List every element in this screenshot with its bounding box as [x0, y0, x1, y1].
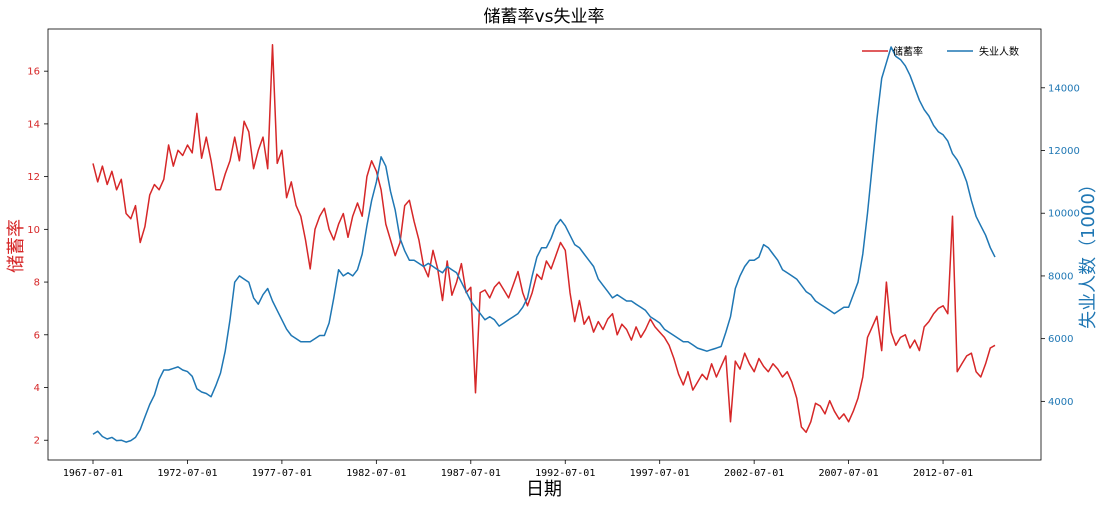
- x-tick-label: 1992-07-01: [535, 468, 595, 479]
- y-left-tick-label: 12: [27, 172, 40, 183]
- legend-label-unemployment: 失业人数: [979, 45, 1019, 58]
- y-left-tick-label: 4: [34, 383, 40, 394]
- series-line-unemployed: [92, 46, 996, 443]
- x-tick-label: 1972-07-01: [157, 468, 217, 479]
- x-tick-label: 1977-07-01: [252, 468, 312, 479]
- y-axis-left-title: 储蓄率: [6, 219, 27, 273]
- chart-title: 储蓄率vs失业率: [484, 7, 605, 27]
- y-right-tick-label: 6000: [1048, 334, 1073, 345]
- x-tick-label: 1967-07-01: [63, 468, 123, 479]
- x-tick-label: 2002-07-01: [724, 468, 784, 479]
- x-tick-label: 1982-07-01: [346, 468, 406, 479]
- x-axis: 1967-07-01 1972-07-01 1977-07-01 1982-07-01…: [63, 460, 973, 479]
- y-right-tick-label: 12000: [1048, 146, 1080, 157]
- y-left-tick-label: 10: [27, 225, 40, 236]
- y-left-tick-label: 8: [34, 278, 40, 289]
- legend: 储蓄率 失业人数: [862, 45, 1019, 58]
- y-left-tick-label: 6: [34, 330, 40, 341]
- x-axis-title: 日期: [526, 479, 562, 500]
- y-left-tick-label: 16: [27, 67, 40, 78]
- y-right-tick-label: 10000: [1048, 209, 1080, 220]
- x-tick-label: 1987-07-01: [441, 468, 501, 479]
- y-axis-left: 2 4 6 8 10 12 14 16: [27, 67, 48, 447]
- y-left-tick-label: 14: [27, 119, 40, 130]
- series-layer: [92, 44, 996, 443]
- x-tick-label: 2007-07-01: [818, 468, 878, 479]
- legend-label-savings: 储蓄率: [893, 45, 923, 58]
- x-tick-label: 1997-07-01: [630, 468, 690, 479]
- y-left-tick-label: 2: [34, 436, 40, 447]
- y-right-tick-label: 8000: [1048, 271, 1073, 282]
- y-axis-right: 4000 6000 8000 10000 12000 14000: [1041, 83, 1080, 408]
- y-axis-right-title: 失业人数（1000）: [1078, 175, 1099, 329]
- y-right-tick-label: 4000: [1048, 397, 1073, 408]
- x-tick-label: 2012-07-01: [913, 468, 973, 479]
- series-line-savings-rate: [92, 44, 996, 434]
- y-right-tick-label: 14000: [1048, 83, 1080, 94]
- plot-frame: [47, 28, 1042, 461]
